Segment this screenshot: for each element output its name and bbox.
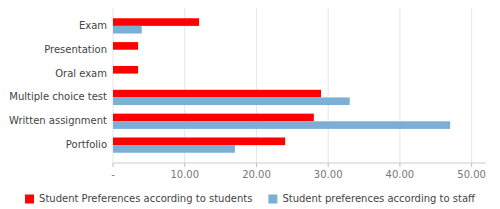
grid-line — [399, 8, 400, 163]
category-label: Presentation — [44, 44, 107, 55]
bar — [113, 26, 142, 34]
bar — [113, 66, 138, 74]
bar — [113, 114, 314, 122]
x-tick-label: 40.00 — [386, 169, 415, 180]
bar — [113, 18, 199, 26]
legend-swatch — [268, 195, 277, 204]
bar — [113, 121, 450, 129]
grid-line — [328, 8, 329, 163]
category-label: Written assignment — [9, 115, 107, 126]
grid-line — [471, 8, 472, 163]
chart-svg: Portfolio Written assignment Multiple choi… — [0, 0, 500, 209]
category-labels: Portfolio Written assignment Multiple choi… — [9, 20, 107, 150]
bar — [113, 42, 138, 50]
category-label: Portfolio — [66, 139, 107, 150]
x-tick — [184, 163, 185, 167]
chart-container: Portfolio Written assignment Multiple choi… — [0, 0, 500, 209]
x-tick — [256, 163, 257, 167]
bar — [113, 145, 235, 153]
bar — [113, 137, 285, 145]
x-tick-label: - — [111, 169, 115, 180]
bar — [113, 90, 321, 98]
category-label: Multiple choice test — [9, 91, 107, 102]
x-tick-label: 10.00 — [170, 169, 199, 180]
x-tick — [328, 163, 329, 167]
legend-swatch — [25, 195, 34, 204]
x-tick-label: 30.00 — [314, 169, 343, 180]
bar — [113, 74, 114, 82]
x-tick — [399, 163, 400, 167]
x-tick-label: 20.00 — [242, 169, 271, 180]
x-tick — [113, 163, 114, 167]
x-axis-line — [113, 163, 486, 164]
x-tick-label: 50.00 — [457, 169, 486, 180]
grid — [113, 8, 472, 163]
legend-label: Student Preferences according to student… — [39, 193, 252, 204]
legend: Student Preferences according to student… — [25, 193, 476, 204]
category-label: Oral exam — [55, 68, 107, 79]
bar — [113, 97, 350, 105]
bar — [113, 50, 114, 58]
bars — [113, 18, 450, 152]
category-label: Exam — [79, 20, 107, 31]
x-tick — [471, 163, 472, 167]
x-axis: - 10.00 20.00 30.00 40.00 50.00 — [111, 163, 486, 180]
legend-label: Student preferences according to staff — [282, 193, 476, 204]
